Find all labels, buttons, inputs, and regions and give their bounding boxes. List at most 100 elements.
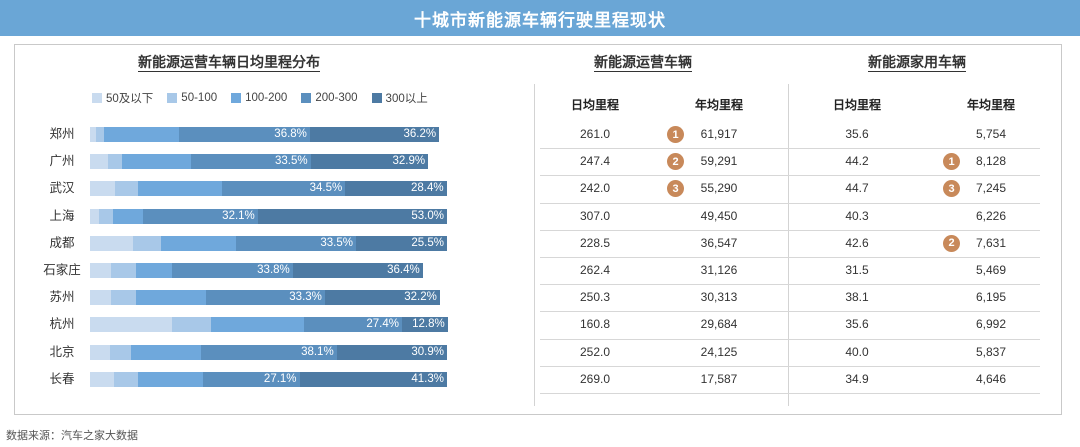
bar-segment: [161, 235, 237, 251]
bar-segment: [107, 154, 123, 170]
legend-label: 300以上: [385, 93, 428, 105]
bar-data-label: 41.3%: [411, 372, 444, 385]
bar-data-label: 27.1%: [263, 372, 297, 385]
bar-segment: [299, 371, 447, 387]
bar-segment: [143, 208, 258, 224]
legend-label: 200-300: [315, 92, 358, 104]
legend-label: 100-200: [245, 92, 288, 104]
op-annual-value: 49,450: [700, 208, 738, 223]
row-separator: [540, 175, 1040, 177]
bar-segment: [402, 317, 448, 333]
bar-data-label: 36.4%: [387, 264, 420, 276]
bar-data-label: 36.2%: [403, 128, 437, 140]
bar-segment: [309, 127, 440, 142]
stacked-bar: 33.5% 25.5%: [90, 235, 447, 251]
table-row: 郑州 36.8% 36.2% 261.0 61,917 35.6 5,754 1: [40, 121, 1040, 148]
hh-daily-value: 38.1: [845, 290, 869, 305]
bar-data-label: 36.8%: [274, 128, 307, 140]
divider-left: [534, 84, 535, 406]
op-daily-value: 269.0: [579, 371, 611, 386]
row-separator: [540, 202, 1040, 204]
bar-segment: [236, 235, 356, 251]
table-row: 杭州 27.4% 12.8% 160.8 29,684 35.6 6,992: [40, 311, 1040, 338]
op-annual-value: 55,290: [700, 181, 738, 196]
hh-annual-value: 8,128: [975, 154, 1007, 169]
stacked-bar: 32.1% 53.0%: [90, 208, 447, 224]
op-daily-header: 日均里程: [570, 98, 619, 112]
op-annual-value: 24,125: [700, 344, 738, 359]
legend-item: 100-200: [231, 90, 287, 106]
op-annual-value: 59,291: [700, 154, 738, 169]
bar-segment: [172, 317, 212, 333]
op-annual-value: 36,547: [700, 235, 738, 250]
hh-annual-value: 6,195: [975, 290, 1007, 305]
bar-segment: [178, 127, 310, 142]
bar-segment: [304, 317, 402, 333]
hh-daily-value: 42.6: [845, 235, 869, 250]
bar-data-label: 33.5%: [275, 155, 308, 168]
bar-segment: [132, 235, 162, 251]
legend-item: 300以上: [371, 90, 428, 106]
bar-segment: [90, 317, 173, 333]
row-separator: [540, 393, 1040, 394]
bar-segment: [136, 263, 173, 278]
op-daily-value: 261.0: [579, 127, 611, 141]
bar-data-label: 38.1%: [301, 345, 334, 358]
bar-segment: [292, 263, 423, 278]
hh-daily-header: 日均里程: [832, 98, 881, 112]
op-daily-value: 250.3: [579, 290, 611, 305]
legend-swatch: [92, 93, 102, 103]
hh-rank-badge: 3: [943, 180, 960, 198]
bar-data-label: 34.5%: [309, 182, 343, 195]
bar-data-label: 25.5%: [411, 236, 444, 249]
row-separator: [540, 148, 1040, 150]
op-rank-badge: 2: [667, 153, 684, 171]
bar-data-label: 12.8%: [412, 318, 445, 331]
table-row: 上海 32.1% 53.0% 307.0 49,450 40.3 6,226: [40, 203, 1040, 230]
stacked-bar: 27.1% 41.3%: [90, 371, 447, 387]
op-daily-value: 307.0: [579, 208, 611, 223]
bar-segment: [355, 235, 447, 251]
table-row: 长春 27.1% 41.3% 269.0 17,587 34.9 4,646: [40, 366, 1040, 393]
hh-annual-value: 4,646: [975, 371, 1007, 386]
op-annual-value: 30,313: [700, 290, 738, 305]
row-separator: [540, 257, 1040, 258]
bar-segment: [113, 371, 138, 387]
hh-annual-value: 7,245: [975, 181, 1007, 196]
legend-label: 50及以下: [106, 93, 154, 105]
bar-segment: [96, 127, 104, 142]
city-label: 成都: [49, 235, 75, 250]
city-label: 苏州: [49, 290, 75, 305]
op-rank-badge: 1: [667, 126, 684, 143]
hh-daily-value: 35.6: [845, 317, 869, 332]
bar-segment: [109, 344, 132, 360]
op-annual-value: 29,684: [700, 317, 738, 332]
bar-data-label: 33.8%: [257, 264, 290, 276]
hh-daily-value: 35.6: [845, 127, 869, 141]
hh-annual-value: 5,469: [975, 263, 1007, 277]
legend-swatch: [231, 93, 242, 103]
hh-annual-value: 6,992: [975, 317, 1007, 332]
hh-annual-value: 5,837: [975, 344, 1007, 359]
op-annual-value: 61,917: [700, 127, 738, 141]
bar-segment: [206, 290, 325, 306]
bar-segment: [122, 154, 192, 170]
table-row: 武汉 34.5% 28.4% 242.0 55,290 44.7 7,245 3 3: [40, 175, 1040, 202]
bar-segment: [111, 290, 137, 306]
op-daily-value: 242.0: [579, 181, 611, 196]
bar-segment: [172, 263, 293, 278]
stacked-bar: 33.5% 32.9%: [90, 154, 447, 170]
distribution-title: 新能源运营车辆日均里程分布: [138, 54, 320, 70]
row-separator: [540, 311, 1040, 313]
city-label: 长春: [49, 371, 75, 386]
bar-segment: [324, 290, 440, 306]
bar-data-label: 33.3%: [289, 291, 322, 304]
hh-annual-header: 年均里程: [966, 98, 1015, 112]
bar-segment: [90, 127, 97, 142]
bar-segment: [191, 154, 311, 170]
legend-item: 50及以下: [92, 90, 153, 106]
bar-segment: [90, 371, 114, 387]
bar-segment: [211, 317, 305, 333]
bar-segment: [114, 181, 139, 197]
stacked-bar: 33.3% 32.2%: [90, 290, 447, 306]
